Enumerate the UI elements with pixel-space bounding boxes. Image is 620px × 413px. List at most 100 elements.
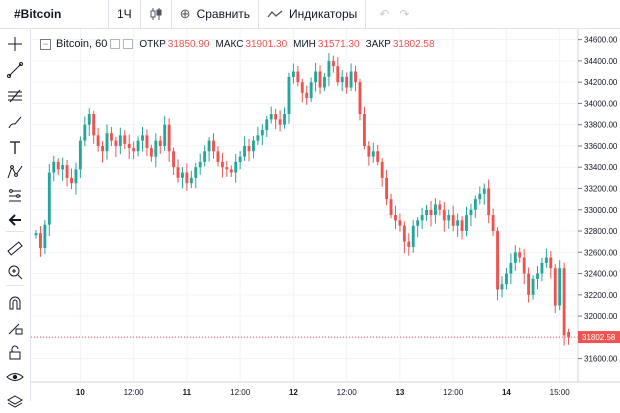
- time-tick-label: 11: [183, 388, 192, 397]
- indicators-button[interactable]: Индикаторы: [259, 0, 367, 28]
- price-tick-label: 32200.00: [584, 291, 618, 300]
- candle-body: [136, 140, 140, 152]
- candle-body: [154, 140, 158, 157]
- candle-body: [385, 177, 389, 200]
- legend-settings-icon[interactable]: [110, 39, 121, 49]
- candle-body: [478, 193, 482, 200]
- candle-body: [65, 165, 69, 178]
- candle-body: [553, 268, 557, 306]
- price-chart[interactable]: 31600.0031800.0032000.0032200.0032400.00…: [31, 29, 620, 401]
- candle-body: [527, 273, 531, 295]
- candle-body: [558, 268, 562, 306]
- lock-draw-icon[interactable]: [4, 317, 26, 339]
- chart-type-button[interactable]: [141, 0, 172, 28]
- candle-body: [158, 140, 162, 146]
- time-tick-label: 15:00: [550, 388, 571, 397]
- candle-body: [194, 167, 198, 178]
- candle-body: [141, 135, 144, 141]
- legend-close-label: ЗАКР: [365, 38, 391, 50]
- pattern-icon[interactable]: [4, 161, 26, 183]
- candle-body: [411, 225, 415, 247]
- cursor-cross-icon[interactable]: [4, 33, 26, 55]
- legend-high-label: МАКС: [215, 38, 244, 50]
- back-arrow-icon[interactable]: [4, 209, 26, 231]
- lock-icon[interactable]: [4, 342, 26, 364]
- candle-body: [260, 130, 264, 136]
- candle-body: [172, 151, 176, 168]
- candle-body: [163, 124, 167, 146]
- candle-body: [274, 114, 278, 120]
- plus-circle-icon: ⊕: [179, 6, 191, 21]
- candle-body: [229, 169, 233, 173]
- candle-body: [123, 135, 127, 144]
- magnet-icon[interactable]: [4, 292, 26, 314]
- compare-label: Сравнить: [196, 7, 251, 21]
- candle-body: [309, 82, 313, 99]
- candle-body: [376, 151, 380, 162]
- candle-body: [61, 165, 65, 170]
- candle-body: [220, 161, 224, 168]
- trend-line-icon[interactable]: [4, 59, 26, 81]
- candle-body: [287, 76, 291, 115]
- candle-body: [358, 82, 362, 115]
- symbol-search[interactable]: #Bitcoin: [0, 0, 109, 28]
- zoom-in-icon[interactable]: [4, 261, 26, 283]
- candle-body: [256, 135, 260, 141]
- candle-body: [225, 167, 229, 170]
- candle-body: [238, 156, 242, 162]
- redo-icon[interactable]: ↷: [399, 7, 410, 21]
- text-icon[interactable]: [4, 137, 26, 159]
- candle-body: [398, 220, 402, 226]
- ruler-icon[interactable]: [4, 237, 26, 259]
- prediction-icon[interactable]: [4, 185, 26, 207]
- candle-body: [283, 114, 286, 125]
- interval-button[interactable]: 1Ч: [109, 0, 141, 28]
- candle-body: [451, 215, 455, 226]
- price-tick-label: 32800.00: [584, 227, 618, 236]
- candle-body: [43, 224, 47, 249]
- brush-icon[interactable]: [4, 111, 26, 133]
- legend-low-value: 31571.30: [317, 38, 360, 50]
- layers-icon[interactable]: [4, 391, 26, 413]
- candle-body: [189, 177, 193, 184]
- legend-close-value: 31802.58: [392, 38, 435, 50]
- candle-body: [300, 82, 304, 93]
- candle-body: [362, 114, 366, 146]
- price-tick-label: 33800.00: [584, 121, 618, 130]
- candle-body: [83, 124, 87, 141]
- candle-body: [331, 60, 335, 67]
- candle-body: [442, 209, 446, 221]
- candle-body: [265, 119, 269, 131]
- compare-button[interactable]: ⊕ Сравнить: [172, 0, 260, 28]
- candle-body: [252, 140, 255, 152]
- legend-close-icon[interactable]: [123, 39, 134, 49]
- eye-icon[interactable]: [4, 366, 26, 388]
- candle-body: [212, 140, 215, 152]
- candle-body: [296, 71, 300, 83]
- price-tick-label: 34000.00: [584, 99, 618, 108]
- candle-body: [438, 204, 442, 210]
- candle-body: [96, 135, 100, 146]
- candle-body: [110, 133, 113, 141]
- candle-body: [509, 262, 513, 274]
- time-tick-label: 12:00: [337, 388, 358, 397]
- candle-body: [291, 71, 295, 77]
- candle-body: [314, 71, 318, 83]
- candle-body: [380, 161, 384, 178]
- candle-body: [433, 204, 437, 216]
- price-tick-label: 31600.00: [584, 355, 618, 364]
- price-tick-label: 32400.00: [584, 270, 618, 279]
- legend-collapse-icon[interactable]: −: [40, 38, 51, 50]
- candle-body: [203, 151, 207, 162]
- fib-icon[interactable]: [4, 85, 26, 107]
- candle-body: [416, 220, 420, 226]
- price-tick-label: 33200.00: [584, 184, 618, 193]
- candle-body: [101, 145, 105, 152]
- candle-body: [327, 60, 331, 77]
- candle-body: [354, 71, 357, 83]
- undo-redo: ↶ ↷: [366, 0, 422, 28]
- last-price-tag-label: 31802.58: [582, 333, 616, 342]
- undo-icon[interactable]: ↶: [379, 7, 390, 21]
- candle-body: [78, 140, 82, 170]
- legend-open-label: ОТКР: [139, 38, 166, 50]
